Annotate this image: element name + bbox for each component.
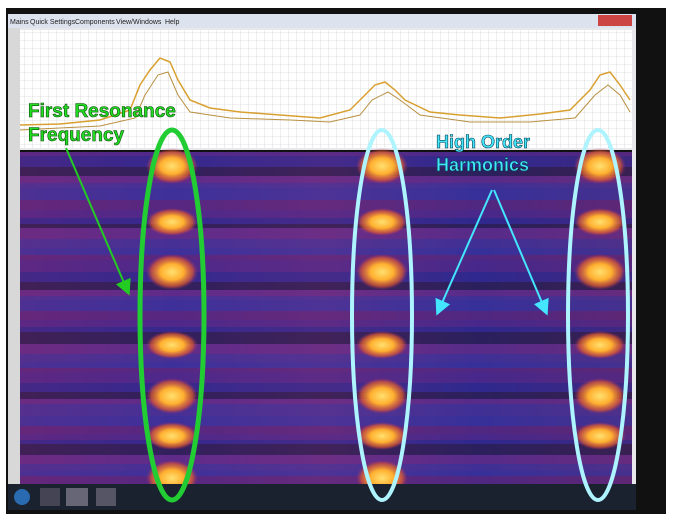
- taskbar-icon[interactable]: [66, 488, 88, 506]
- hot-spot: [356, 378, 408, 414]
- menu-item[interactable]: Components: [75, 19, 115, 26]
- hot-spot: [574, 208, 626, 236]
- start-button[interactable]: [14, 489, 30, 505]
- hot-spot: [146, 148, 198, 184]
- arrow: [493, 189, 549, 316]
- highlight-ellipse: [350, 128, 414, 502]
- menu-item[interactable]: Help: [165, 19, 180, 26]
- spectrum-line: [19, 57, 631, 126]
- annotation: Harmonics: [436, 155, 529, 175]
- window-controls[interactable]: [598, 15, 632, 26]
- spectrogram-tint: [20, 152, 632, 484]
- menu-item[interactable]: View/Windows: [116, 19, 162, 26]
- menu-bar: [8, 14, 636, 28]
- hot-spot: [574, 378, 626, 414]
- hot-spot: [356, 331, 408, 359]
- annotation: First Resonance: [28, 101, 176, 122]
- hot-spot: [146, 254, 198, 290]
- hot-spot: [146, 331, 198, 359]
- hot-spot: [146, 422, 198, 450]
- annotation: Frequency: [28, 125, 125, 146]
- hot-spot: [146, 378, 198, 414]
- annotation: High Order: [436, 132, 530, 152]
- hot-spot: [356, 148, 408, 184]
- taskbar-icon[interactable]: [40, 488, 60, 506]
- highlight-ellipse: [137, 127, 207, 503]
- hot-spot: [574, 254, 626, 290]
- hot-spot: [356, 208, 408, 236]
- arrow: [435, 189, 493, 316]
- hot-spot: [356, 254, 408, 290]
- taskbar-icon[interactable]: [96, 488, 116, 506]
- spectrogram-bands: [20, 148, 632, 496]
- hot-spot: [146, 208, 198, 236]
- side-panel: [8, 28, 20, 494]
- highlight-ellipse: [566, 128, 630, 502]
- arrow: [65, 147, 131, 296]
- hot-spot: [574, 331, 626, 359]
- plot-grid: [20, 30, 632, 148]
- spectrum-line-2: [19, 71, 631, 131]
- menu-item[interactable]: Mains: [10, 19, 29, 26]
- hot-spot: [574, 422, 626, 450]
- menu-item[interactable]: Quick Settings: [30, 19, 76, 26]
- hot-spot: [356, 422, 408, 450]
